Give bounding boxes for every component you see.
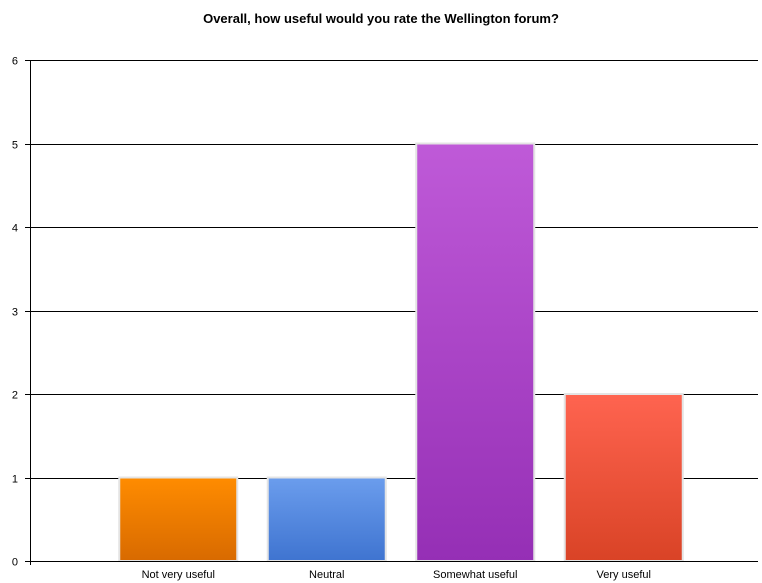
- tick-labels: 0 1 2 3 4 5 6 Not very useful Neutral Somewhat us…: [12, 56, 651, 582]
- x-tick-label: Not very useful: [142, 569, 215, 581]
- axes: [25, 60, 758, 565]
- bars: [118, 142, 684, 562]
- bar-somewhat-useful: [415, 142, 536, 562]
- bar-not-very-useful: [118, 476, 239, 562]
- chart-title: Overall, how useful would you rate the W…: [203, 11, 559, 26]
- x-tick-label: Somewhat useful: [433, 569, 517, 581]
- y-tick-label: 1: [12, 474, 18, 486]
- x-tick-label: Neutral: [309, 569, 344, 581]
- bar-very-useful: [563, 393, 684, 562]
- bar-neutral: [266, 476, 387, 562]
- y-tick-label: 5: [12, 140, 18, 152]
- x-tick-label: Very useful: [597, 569, 651, 581]
- y-tick-label: 0: [12, 557, 18, 569]
- y-tick-label: 4: [12, 223, 18, 235]
- y-tick-label: 6: [12, 56, 18, 68]
- y-tick-label: 3: [12, 307, 18, 319]
- y-tick-label: 2: [12, 390, 18, 402]
